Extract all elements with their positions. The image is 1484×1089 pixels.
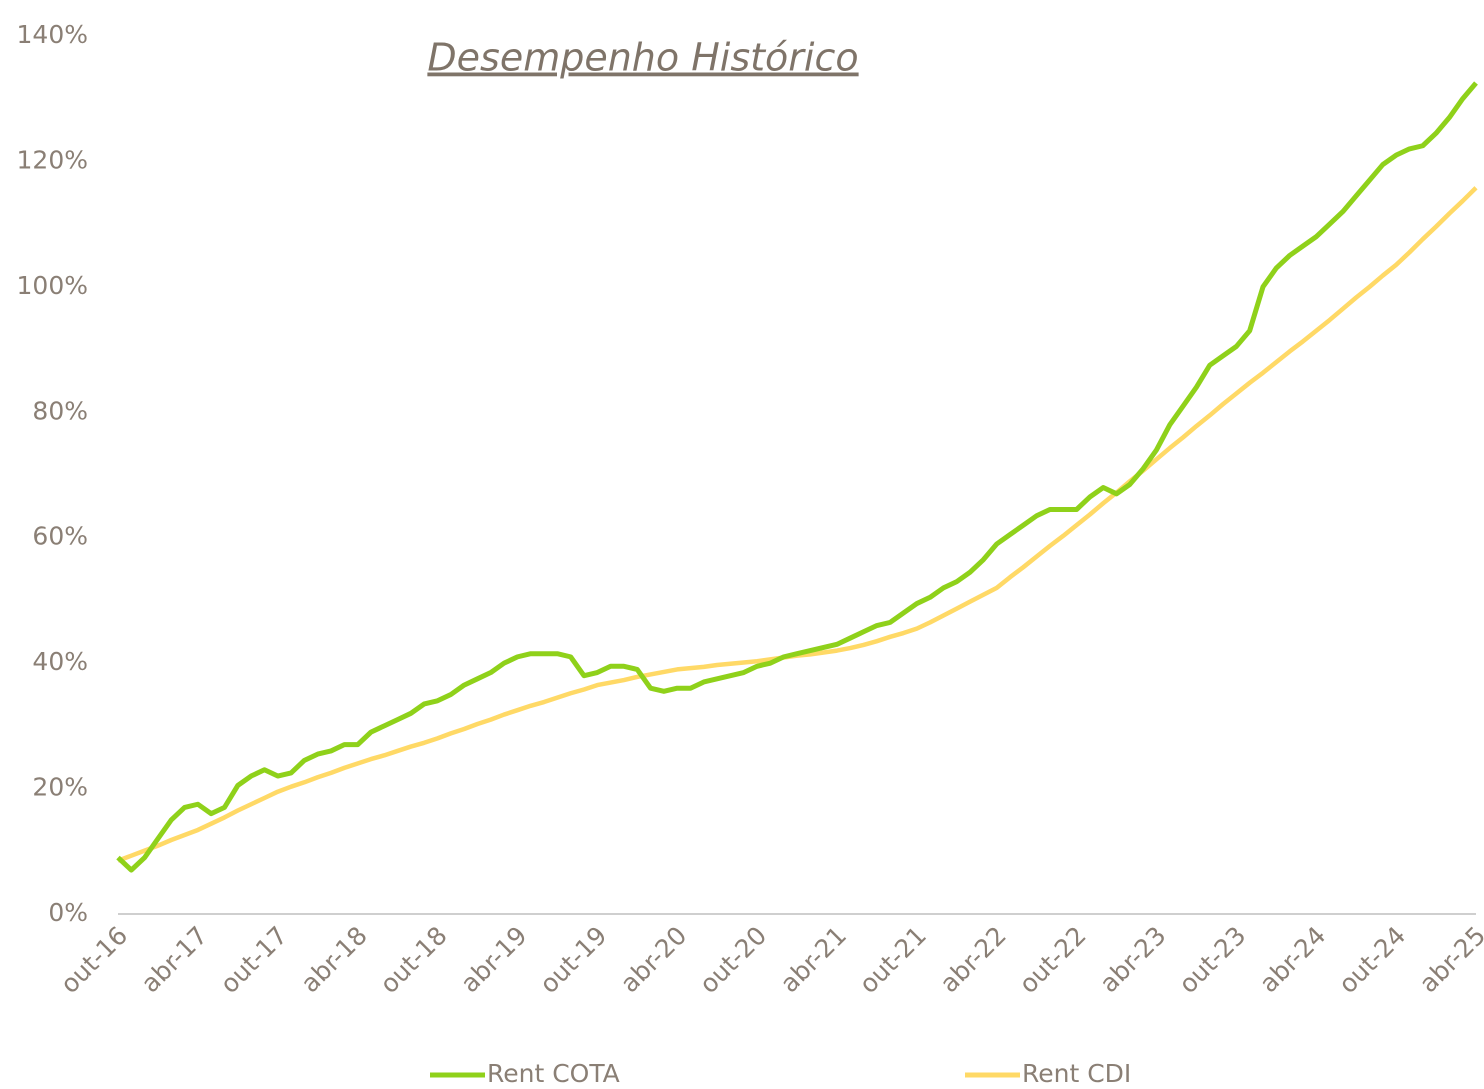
x-tick-label: out-24 xyxy=(1333,921,1411,999)
x-tick-label: out-22 xyxy=(1013,921,1091,999)
series-line xyxy=(116,81,1478,873)
x-tick-label: out-17 xyxy=(215,921,293,999)
legend-label: Rent CDI xyxy=(1022,1059,1131,1088)
x-tick-label: out-16 xyxy=(55,921,133,999)
x-tick-label: abr-23 xyxy=(1094,921,1172,999)
x-tick-label: abr-24 xyxy=(1254,921,1332,999)
legend-label: Rent COTA xyxy=(487,1059,620,1088)
y-tick-label: 80% xyxy=(32,396,88,425)
y-tick-label: 20% xyxy=(32,773,88,802)
x-tick-label: out-19 xyxy=(534,921,612,999)
x-tick-label: abr-22 xyxy=(934,921,1012,999)
x-tick-label: abr-17 xyxy=(136,921,214,999)
y-tick-label: 40% xyxy=(32,647,88,676)
x-tick-label: out-18 xyxy=(374,921,452,999)
x-tick-label: abr-21 xyxy=(775,921,853,999)
y-tick-label: 0% xyxy=(48,898,88,927)
y-tick-label: 100% xyxy=(17,271,88,300)
x-tick-label: out-23 xyxy=(1173,921,1251,999)
series-line xyxy=(117,186,1478,863)
x-tick-label: abr-19 xyxy=(455,921,533,999)
x-tick-label: abr-20 xyxy=(615,921,693,999)
x-tick-label: out-20 xyxy=(694,921,772,999)
x-tick-label: abr-18 xyxy=(295,921,373,999)
y-tick-label: 140% xyxy=(17,20,88,49)
chart-title: Desempenho Histórico xyxy=(427,36,858,80)
y-tick-label: 60% xyxy=(32,522,88,551)
y-tick-label: 120% xyxy=(17,145,88,174)
x-tick-label: abr-25 xyxy=(1414,921,1484,999)
x-tick-label: out-21 xyxy=(854,921,932,999)
